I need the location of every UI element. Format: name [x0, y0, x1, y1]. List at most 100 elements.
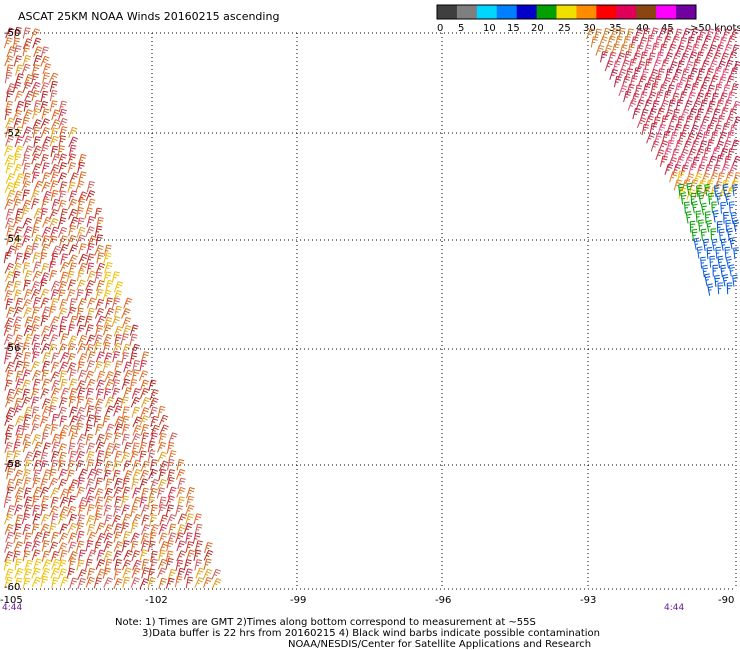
wind-barb: [95, 496, 104, 508]
wind-barb: [713, 67, 722, 79]
wind-barb: [95, 433, 105, 445]
wind-barb: [684, 115, 694, 127]
wind-barb: [111, 316, 121, 327]
wind-barb: [113, 325, 123, 337]
wind-barb: [78, 243, 87, 255]
wind-barb: [633, 67, 641, 79]
wind-barb: [67, 279, 77, 291]
wind-barb: [722, 28, 732, 40]
wind-barb: [668, 115, 678, 127]
wind-barb: [672, 163, 682, 176]
wind-barb: [720, 107, 729, 119]
wind-barb: [102, 415, 111, 427]
wind-barb: [103, 577, 113, 588]
wind-barb: [48, 522, 57, 534]
wind-barb: [193, 549, 202, 562]
wind-barb: [31, 540, 41, 552]
wind-barb: [729, 237, 736, 250]
wind-barb: [689, 67, 698, 79]
wind-barb: [4, 317, 14, 329]
wind-barb: [51, 558, 61, 570]
wind-barb: [15, 73, 24, 85]
wind-barb: [77, 361, 85, 373]
wind-barb: [6, 83, 16, 94]
wind-barb: [67, 342, 76, 355]
wind-barb: [707, 283, 714, 296]
wind-barb: [76, 226, 86, 238]
wind-barb: [167, 486, 177, 498]
wind-barb: [122, 477, 130, 489]
wind-barb: [50, 387, 61, 399]
wind-barb: [48, 235, 58, 247]
wind-barb: [4, 541, 13, 553]
wind-barb: [84, 315, 93, 328]
wind-barb: [40, 297, 50, 309]
wind-barb: [95, 351, 105, 363]
wind-barb: [629, 75, 638, 87]
wind-barb: [31, 523, 40, 535]
wind-barb: [661, 76, 671, 88]
wind-barb: [58, 100, 68, 112]
wind-barb: [683, 156, 693, 168]
wind-barb: [177, 496, 185, 508]
wind-barb: [95, 324, 104, 337]
wind-barb: [141, 558, 150, 571]
wind-barb: [657, 68, 665, 80]
wind-barb: [148, 487, 158, 499]
wind-barb: [704, 164, 713, 176]
wind-barb: [21, 423, 30, 435]
wind-barb: [103, 388, 112, 400]
wind-barb: [13, 306, 23, 318]
wind-barb: [157, 441, 167, 453]
time-label-right: 4:44: [664, 603, 684, 613]
wind-barb: [93, 513, 103, 525]
wind-barb: [14, 242, 23, 255]
wind-barb: [60, 208, 68, 220]
wind-barb: [168, 523, 177, 535]
wind-barb: [158, 549, 166, 562]
wind-barb: [66, 505, 77, 517]
wind-barb: [57, 478, 68, 490]
wind-barb: [632, 107, 641, 120]
wind-barb: [720, 52, 729, 64]
wind-barb: [32, 342, 41, 355]
wind-barb: [717, 282, 724, 295]
wind-barb: [40, 504, 49, 516]
wind-barb: [624, 51, 632, 63]
wind-barb: [41, 325, 51, 337]
wind-barb: [95, 504, 104, 517]
wind-barb: [50, 550, 60, 563]
wind-barb: [39, 451, 49, 464]
wind-barb: [697, 124, 707, 136]
wind-barb: [716, 192, 723, 205]
wind-barb: [113, 568, 122, 580]
wind-barb: [41, 306, 51, 318]
wind-barb: [731, 100, 740, 112]
wind-barb: [77, 161, 86, 174]
wind-barb: [3, 324, 13, 336]
wind-barb: [86, 567, 96, 580]
legend-label: 20: [531, 23, 544, 34]
wind-barb: [59, 415, 68, 427]
wind-barb: [708, 192, 714, 205]
wind-barb: [123, 387, 132, 399]
wind-barb: [686, 182, 693, 196]
wind-barb: [5, 369, 14, 382]
wind-barb: [41, 432, 49, 444]
wind-barb: [733, 172, 740, 184]
wind-barb: [32, 163, 42, 174]
wind-barb: [111, 379, 121, 391]
wind-barb: [77, 577, 87, 590]
wind-barb: [68, 244, 78, 256]
wind-barb: [141, 567, 150, 579]
legend-swatch: [636, 5, 657, 19]
wind-barb: [42, 423, 52, 435]
wind-barb: [665, 125, 675, 137]
wind-barb: [114, 305, 122, 318]
wind-barb: [641, 68, 649, 80]
wind-barb: [694, 35, 703, 48]
wind-barb: [57, 542, 68, 554]
wind-barb: [113, 405, 123, 417]
wind-barb: [23, 351, 31, 364]
